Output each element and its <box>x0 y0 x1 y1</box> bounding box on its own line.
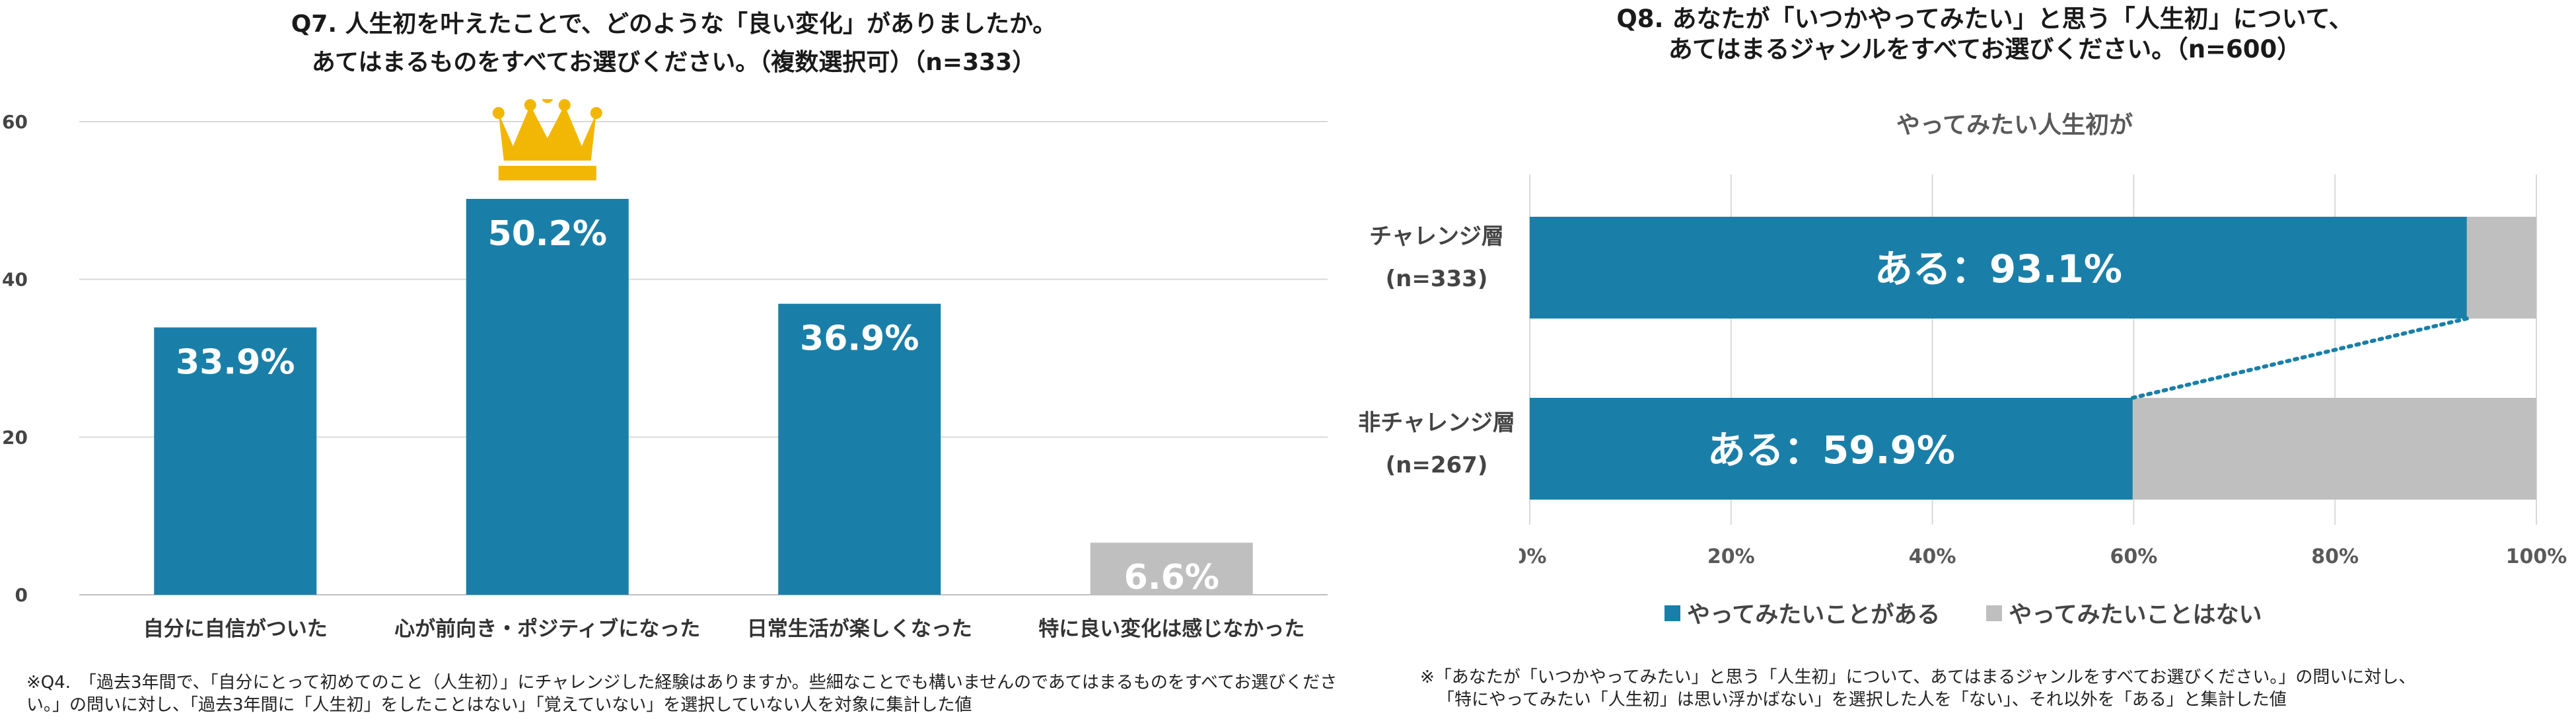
q8-footnote-line1: ※「あなたが「いつかやってみたい」と思う「人生初」について、あてはまるジャンルを… <box>1420 667 2416 687</box>
legend-item-none: やってみたいことはない <box>1986 596 2262 630</box>
q7-category-label: 日常生活が楽しくなった <box>747 617 972 641</box>
q7-ytick-label: 40 <box>2 269 28 291</box>
q8-bar-have <box>1530 398 2133 500</box>
q7-bar-chart: 0 20 40 60 33.9% 自分に自信がついた 50.2% 心が前向き・ポジティブになっ… <box>2 99 1328 641</box>
q8-xtick-label: 80% <box>2311 545 2359 568</box>
q8-bar-none <box>2466 217 2536 319</box>
crown-jewel <box>542 99 554 103</box>
q7-title-line2: あてはまるものをすべてお選びください。（複数選択可）（n=333） <box>311 49 1036 76</box>
q8-xtick-label: 60% <box>2110 545 2157 568</box>
q8-data-label: ある：59.9% <box>1707 428 1955 473</box>
q8-xtick-label: 40% <box>1909 545 1956 568</box>
q8-row-label-nonchallenge: 非チャレンジ層 (n=267) <box>1341 402 1532 486</box>
q7-title-line1: Q7. 人生初を叶えたことで、どのような「良い変化」がありましたか。 <box>291 11 1057 38</box>
q8-row-label-challenge-name: チャレンジ層 <box>1369 223 1504 250</box>
legend-label-none: やってみたいことはない <box>2009 602 2262 628</box>
q7-category-label: 特に良い変化は感じなかった <box>1038 617 1305 641</box>
q7-bar <box>778 303 941 595</box>
q8-stacked-bar-chart: 0% 20% 40% 60% 80% 100% ある：93.1% ある：59.9% <box>1519 174 2567 568</box>
crown-icon <box>492 99 602 180</box>
q8-row-label-nonchallenge-name: 非チャレンジ層 <box>1358 410 1515 436</box>
crown-jewel <box>524 99 536 111</box>
q7-bar <box>1090 543 1253 595</box>
q7-bar <box>154 327 317 595</box>
q7-ytick-label: 60 <box>2 111 28 133</box>
crown-body <box>498 104 596 161</box>
q8-row-label-challenge: チャレンジ層 (n=333) <box>1341 215 1532 300</box>
crown-base <box>498 165 596 180</box>
q8-data-label: ある：93.1% <box>1875 246 2122 291</box>
q7-ytick-label: 0 <box>15 584 28 606</box>
q8-title: Q8. あなたが「いつかやってみたい」と思う「人生初」について、 あてはまるジャ… <box>1440 4 2530 65</box>
q7-data-label: 6.6% <box>1124 558 1219 597</box>
q8-footnote: ※「あなたが「いつかやってみたい」と思う「人生初」について、あてはまるジャンルを… <box>1420 666 2556 711</box>
q7-data-label: 33.9% <box>176 342 295 382</box>
q8-bar-none <box>2132 398 2536 500</box>
q8-bar-have <box>1530 217 2467 319</box>
q7-footnote: ※Q4. 「過去3年間で、「自分にとって初めてのこと（人生初）」にチャレンジした… <box>26 673 1338 715</box>
q7-category-label: 心が前向き・ポジティブになった <box>394 617 700 641</box>
legend-item-have: やってみたいことがある <box>1664 596 1940 630</box>
q8-legend: やってみたいことがある やってみたいことはない <box>1664 596 2325 630</box>
q8-row-label-challenge-n: (n=333) <box>1385 266 1488 292</box>
q8-xtick-label: 0% <box>1519 545 1546 568</box>
q8-footnote-line2: 「特にやってみたい「人生初」は思い浮かばない」を選択した人を「ない」、それ以外を… <box>1437 690 2287 710</box>
q8-row-label-nonchallenge-n: (n=267) <box>1385 452 1488 478</box>
q8-title-line1: Q8. あなたが「いつかやってみたい」と思う「人生初」について、 <box>1616 5 2353 33</box>
q8-connector-line <box>2130 317 2469 400</box>
legend-label-have: やってみたいことがある <box>1687 602 1941 628</box>
q7-ytick-label: 20 <box>2 426 28 448</box>
q8-xtick-label: 20% <box>1707 545 1755 568</box>
legend-swatch-none <box>1986 605 2003 621</box>
q8-xtick-label: 100% <box>2506 545 2567 568</box>
q8-subtitle: やってみたい人生初が <box>1896 112 2133 139</box>
q7-data-label: 36.9% <box>800 319 919 359</box>
legend-swatch-have <box>1664 605 1680 621</box>
q7-category-label: 自分に自信がついた <box>143 617 328 641</box>
crown-jewel <box>492 106 505 119</box>
crown-jewel <box>590 106 602 119</box>
q7-data-label: 50.2% <box>488 214 607 254</box>
q8-title-line2: あてはまるジャンルをすべてお選びください。（n=600） <box>1668 35 2302 63</box>
q7-title: Q7. 人生初を叶えたことで、どのような「良い変化」がありましたか。 あてはまる… <box>132 5 1215 82</box>
q7-bar <box>466 198 629 595</box>
crown-jewel <box>558 99 571 111</box>
